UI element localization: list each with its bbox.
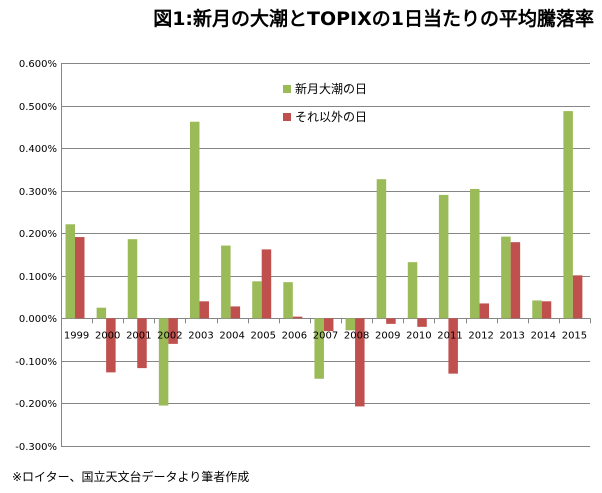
bar-new-moon-2005 xyxy=(252,281,262,319)
bar-new-moon-2000 xyxy=(96,307,107,319)
bar-other-2010 xyxy=(417,318,427,327)
y-tick-label: 0.600% xyxy=(19,59,57,70)
bar-new-moon-2003 xyxy=(189,121,200,319)
legend-label-1: それ以外の日 xyxy=(295,110,367,124)
source-note: ※ロイター、国立天文台データより筆者作成 xyxy=(12,470,250,484)
bar-new-moon-2007 xyxy=(314,318,324,379)
bar-other-2007 xyxy=(323,318,334,332)
x-tick-label-2013: 2013 xyxy=(499,330,524,341)
x-tick-label-2011: 2011 xyxy=(437,330,462,341)
bar-new-moon-2013 xyxy=(501,236,511,319)
y-tick-label: 0.000% xyxy=(19,314,57,325)
x-tick-label-2003: 2003 xyxy=(188,330,213,341)
x-tick-label-2010: 2010 xyxy=(406,330,431,341)
bar-other-2000 xyxy=(106,318,116,373)
x-axis-labels: 1999 2000 2001 2002 2003 2004 2005 2006 2007 2008… xyxy=(61,318,591,341)
bar-new-moon-2011 xyxy=(438,194,449,319)
bar-other-2011 xyxy=(448,318,458,374)
legend-label-0: 新月大潮の日 xyxy=(295,81,367,96)
bar-new-moon-2015 xyxy=(563,111,573,319)
bar-other-2006 xyxy=(292,316,303,319)
x-tick-label-2006: 2006 xyxy=(282,330,307,341)
y-tick-label: -0.200% xyxy=(15,399,57,410)
bars xyxy=(65,111,583,407)
x-tick-label-2004: 2004 xyxy=(219,330,244,341)
legend-swatch-0 xyxy=(283,85,291,93)
bar-other-2004 xyxy=(230,306,241,319)
bar-other-2001 xyxy=(137,318,147,369)
bar-new-moon-1999 xyxy=(65,224,75,319)
x-tick-label-2000: 2000 xyxy=(95,330,120,341)
x-tick-label-1999: 1999 xyxy=(64,330,89,341)
bar-other-2013 xyxy=(510,242,521,319)
bar-new-moon-2014 xyxy=(532,300,542,319)
bar-new-moon-2002 xyxy=(158,318,169,406)
y-tick-label: 0.300% xyxy=(19,187,57,198)
x-tick-label-2002: 2002 xyxy=(157,330,182,341)
y-tick-label: -0.100% xyxy=(15,357,57,368)
x-tick-label-2005: 2005 xyxy=(251,330,276,341)
bar-other-2002 xyxy=(168,318,178,344)
y-tick-label: 0.200% xyxy=(19,229,57,240)
x-tick-label-2014: 2014 xyxy=(531,330,556,341)
bar-other-1999 xyxy=(75,237,85,319)
x-tick-label-2012: 2012 xyxy=(468,330,493,341)
legend-swatch-1 xyxy=(283,113,291,121)
bar-other-2012 xyxy=(479,303,490,319)
bar-new-moon-2008 xyxy=(345,318,356,331)
x-tick-label-2015: 2015 xyxy=(562,330,587,341)
y-tick-label: -0.300% xyxy=(15,442,57,453)
x-tick-label-2001: 2001 xyxy=(126,330,151,341)
bar-other-2009 xyxy=(386,318,396,324)
bar-other-2003 xyxy=(199,301,209,319)
y-tick-label: 0.500% xyxy=(19,102,57,113)
y-tick-label: 0.400% xyxy=(19,144,57,155)
grid-layer xyxy=(61,63,590,447)
bar-new-moon-2001 xyxy=(127,239,138,319)
bar-new-moon-2004 xyxy=(221,245,231,319)
bar-new-moon-2006 xyxy=(283,282,293,319)
bar-other-2005 xyxy=(261,249,272,319)
bar-new-moon-2012 xyxy=(470,188,480,319)
x-tick-label-2008: 2008 xyxy=(344,330,369,341)
bar-other-2014 xyxy=(541,301,552,319)
bar-new-moon-2010 xyxy=(407,262,418,319)
y-tick-label: 0.100% xyxy=(19,272,57,283)
x-tick-label-2007: 2007 xyxy=(313,330,338,341)
chart-title: 図1:新月の大潮とTOPIXの1日当たりの平均騰落率 xyxy=(153,8,594,30)
bar-new-moon-2009 xyxy=(376,179,387,319)
bar-other-2008 xyxy=(355,318,365,407)
x-tick-label-2009: 2009 xyxy=(375,330,400,341)
bar-other-2015 xyxy=(572,275,583,319)
y-axis-labels: 0.600% 0.500% 0.400% 0.300% 0.200% 0.100% 0.00… xyxy=(15,59,57,453)
